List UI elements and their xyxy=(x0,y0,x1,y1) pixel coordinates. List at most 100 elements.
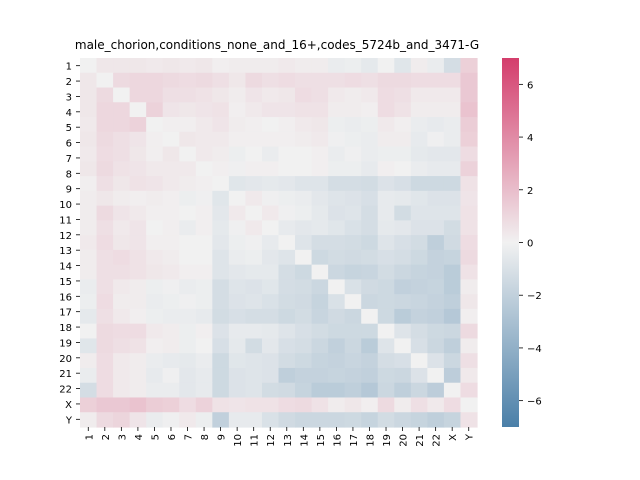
heatmap-cell xyxy=(261,131,280,148)
heatmap-cell xyxy=(311,58,329,74)
heatmap-cell xyxy=(344,72,362,89)
heatmap-cell xyxy=(328,235,346,251)
heatmap-cell xyxy=(129,412,147,428)
heatmap-cell xyxy=(96,87,114,103)
heatmap-cell xyxy=(228,353,247,369)
heatmap-cell xyxy=(410,131,428,148)
heatmap-cell xyxy=(344,382,362,399)
y-tick-label: 17 xyxy=(59,308,72,319)
heatmap-cell xyxy=(311,117,329,133)
heatmap-cell xyxy=(344,294,362,310)
heatmap-cell xyxy=(443,102,462,118)
heatmap-cell xyxy=(212,220,230,236)
heatmap-cell xyxy=(261,397,280,413)
heatmap-cell xyxy=(328,382,346,399)
heatmap-cell xyxy=(344,367,362,384)
heatmap-cell xyxy=(195,102,213,118)
heatmap-cell xyxy=(212,146,230,162)
heatmap-cell xyxy=(129,264,147,280)
heatmap-cell xyxy=(146,308,164,325)
heatmap-cell xyxy=(410,146,428,162)
heatmap-cell xyxy=(328,353,346,369)
heatmap-cell xyxy=(328,102,346,118)
heatmap-cell xyxy=(195,205,213,221)
heatmap-cell xyxy=(460,412,478,428)
heatmap-cell xyxy=(295,308,313,325)
heatmap-cell xyxy=(443,235,462,251)
heatmap-cell xyxy=(245,235,263,251)
heatmap-cell xyxy=(443,161,462,177)
heatmap-cell xyxy=(278,338,296,354)
heatmap-cell xyxy=(427,72,445,89)
heatmap-cell xyxy=(377,397,395,413)
heatmap-cell xyxy=(443,58,462,74)
heatmap-cell xyxy=(245,353,263,369)
heatmap-cell xyxy=(146,205,164,221)
heatmap-cell xyxy=(245,338,263,354)
y-tick-label: 7 xyxy=(66,154,72,165)
heatmap-cell xyxy=(460,308,478,325)
heatmap-cell xyxy=(295,220,313,236)
heatmap-cell xyxy=(129,161,147,177)
heatmap-cell xyxy=(195,353,213,369)
heatmap-cell xyxy=(113,58,131,74)
heatmap-cell xyxy=(460,323,478,340)
heatmap-cell xyxy=(460,161,478,177)
heatmap-cell xyxy=(295,367,313,384)
heatmap-cell xyxy=(443,397,462,413)
heatmap-cell xyxy=(278,72,296,89)
heatmap-cell xyxy=(427,264,445,280)
heatmap-cell xyxy=(460,264,478,280)
heatmap-cell xyxy=(80,235,98,251)
heatmap-cell xyxy=(228,294,247,310)
y-tick-label: 6 xyxy=(66,139,72,150)
heatmap-cell xyxy=(311,367,329,384)
chart-title: male_chorion,conditions_none_and_16+,cod… xyxy=(75,38,479,52)
heatmap-cell xyxy=(96,190,114,207)
heatmap-cell xyxy=(80,397,98,413)
heatmap-cell xyxy=(443,220,462,236)
heatmap-cell xyxy=(460,382,478,399)
heatmap-cell xyxy=(245,190,263,207)
heatmap-cell xyxy=(80,382,98,399)
heatmap-cell xyxy=(245,205,263,221)
y-tick-label: 13 xyxy=(59,246,72,257)
heatmap-cell xyxy=(427,235,445,251)
heatmap-cell xyxy=(427,323,445,340)
x-tick-label: 1 xyxy=(84,434,95,440)
heatmap-cell xyxy=(261,264,280,280)
heatmap-cell xyxy=(394,397,412,413)
heatmap-cell xyxy=(295,353,313,369)
heatmap-cell xyxy=(361,323,379,340)
heatmap-cell xyxy=(361,308,379,325)
heatmap-cell xyxy=(361,58,379,74)
heatmap-cell xyxy=(361,397,379,413)
heatmap-cell xyxy=(80,279,98,295)
heatmap-cell xyxy=(261,58,280,74)
heatmap-cell xyxy=(129,131,147,148)
heatmap-cell xyxy=(195,279,213,295)
heatmap-cell xyxy=(394,367,412,384)
heatmap-cell xyxy=(113,323,131,340)
x-tick-label: 12 xyxy=(266,434,277,447)
heatmap-cell xyxy=(261,72,280,89)
heatmap-cell xyxy=(361,235,379,251)
heatmap-cell xyxy=(228,382,247,399)
heatmap-cell xyxy=(361,279,379,295)
heatmap-cell xyxy=(377,279,395,295)
heatmap-cell xyxy=(146,279,164,295)
heatmap-cell xyxy=(179,161,197,177)
heatmap-cell xyxy=(245,279,263,295)
heatmap-cell xyxy=(311,161,329,177)
heatmap-cell xyxy=(278,131,296,148)
heatmap-cell xyxy=(278,205,296,221)
heatmap-cell xyxy=(212,58,230,74)
heatmap-cell xyxy=(278,87,296,103)
heatmap-cell xyxy=(96,323,114,340)
heatmap-cell xyxy=(245,308,263,325)
heatmap-cell xyxy=(129,117,147,133)
heatmap-cell xyxy=(410,205,428,221)
heatmap-cell xyxy=(113,382,131,399)
heatmap-cell xyxy=(311,323,329,340)
